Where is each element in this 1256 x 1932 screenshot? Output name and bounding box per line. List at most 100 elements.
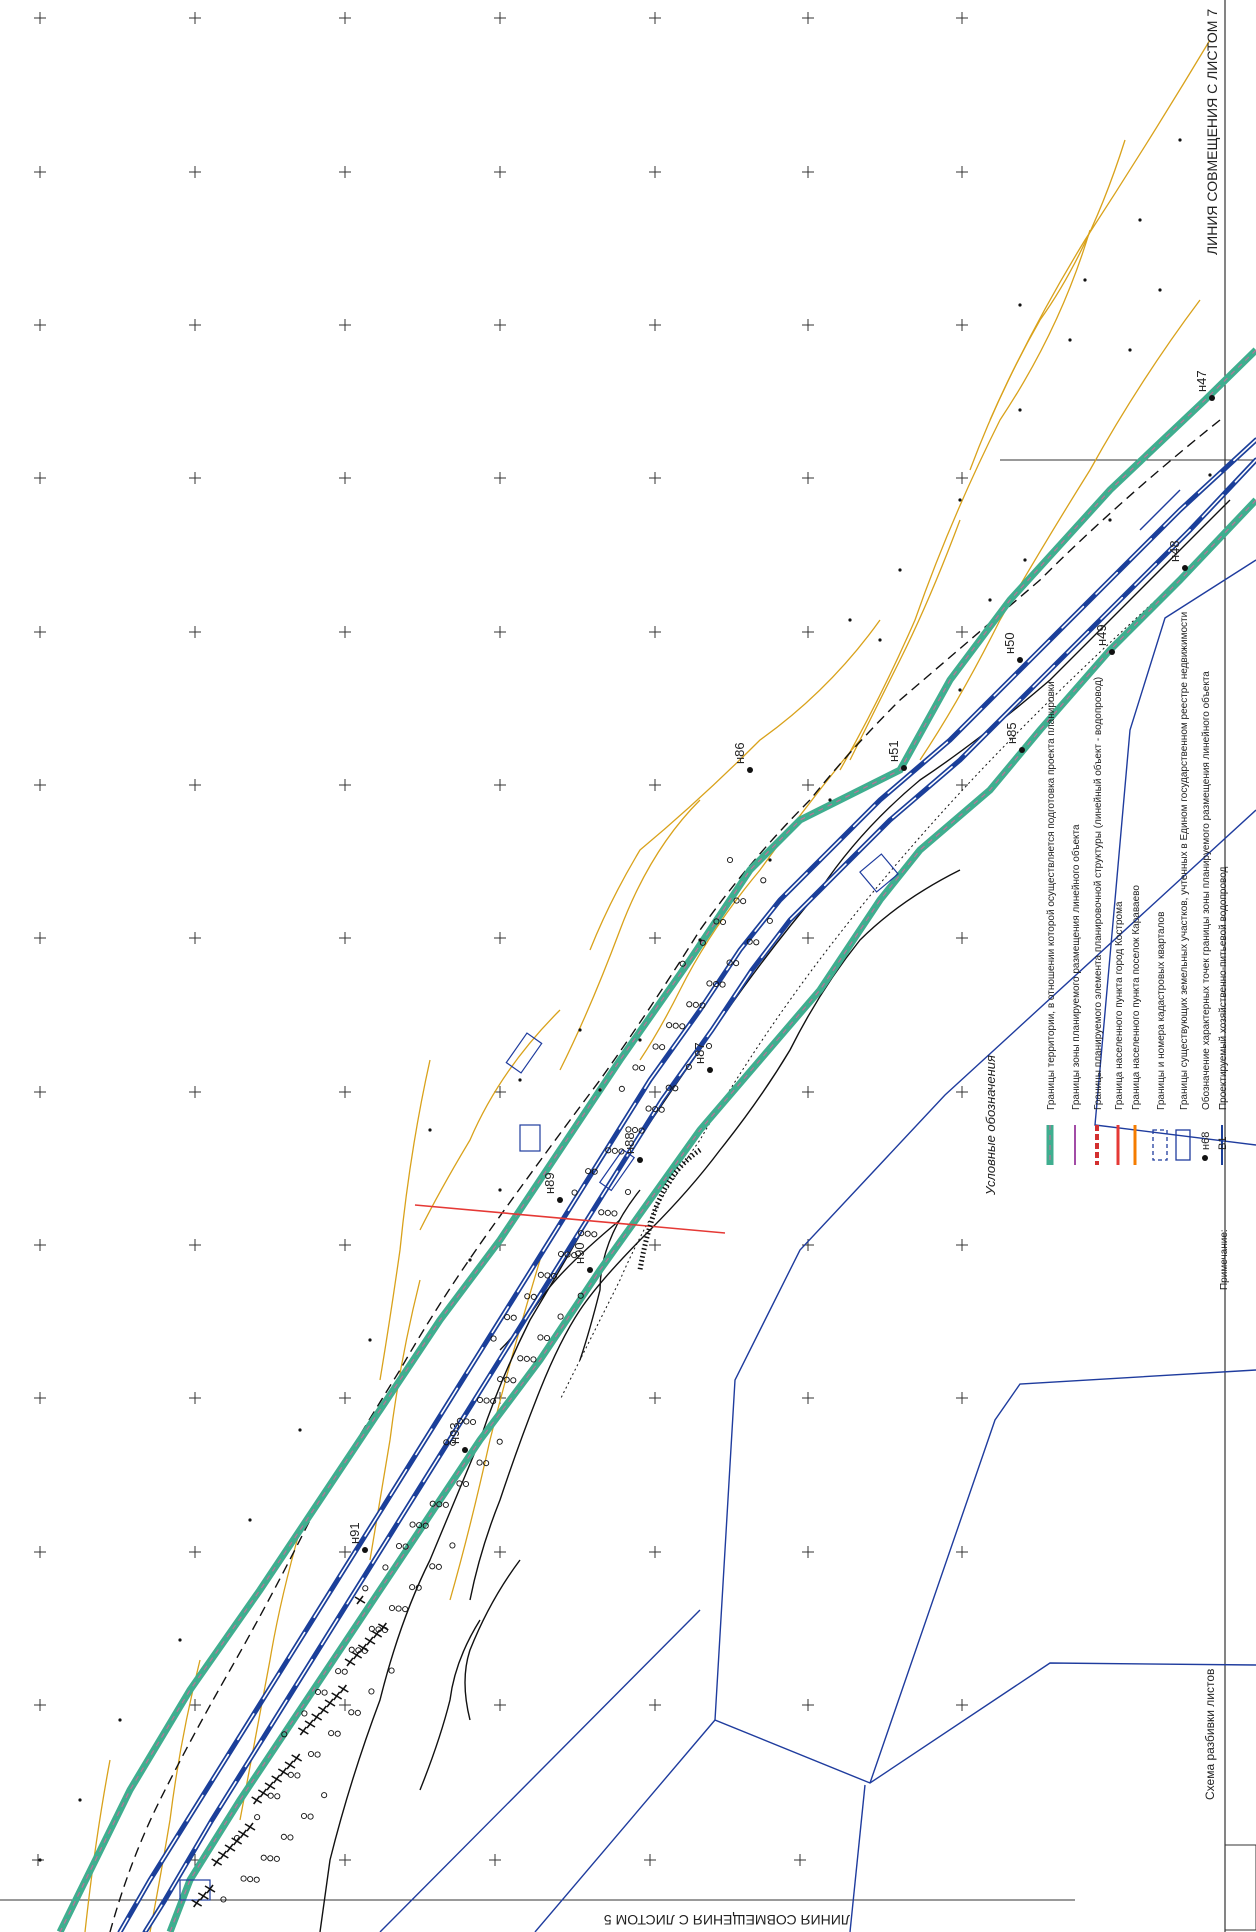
grid-cross [494, 12, 506, 24]
contour-15 [849, 519, 961, 761]
meadow-symbol [497, 1376, 504, 1383]
grid-cross [34, 1699, 46, 1711]
meadow-symbol [335, 1668, 342, 1675]
grid-cross [649, 472, 661, 484]
meadow-symbol [632, 1064, 639, 1071]
grid-cross [189, 319, 201, 331]
meadow-symbol [665, 1084, 672, 1091]
grid-cross [34, 166, 46, 178]
meadow-symbol [692, 1001, 699, 1008]
grid-cross [34, 1546, 46, 1558]
meadow-symbol [705, 1042, 713, 1050]
elevation-mark [1178, 138, 1182, 142]
elevation-mark [958, 688, 962, 692]
meadow-symbol [719, 981, 726, 988]
elevation-mark [518, 1078, 522, 1082]
legend-item-settlement-orange: Граница населенного пункта город Костром… [1114, 901, 1125, 1165]
elevation-mark [1138, 218, 1142, 222]
meadow-symbol [571, 1189, 578, 1196]
meadow-symbol [753, 939, 760, 946]
coordinate-grid [32, 12, 968, 1866]
grid-cross [189, 1546, 201, 1558]
meadow-symbol [247, 1876, 254, 1883]
elevation-mark [38, 1858, 42, 1862]
point-н88: н88 [622, 1132, 643, 1163]
grid-cross [494, 1086, 506, 1098]
meadow-symbol [564, 1251, 571, 1258]
shrub-symbol [237, 1829, 249, 1839]
meadow-symbol [618, 1085, 625, 1092]
grid-cross [494, 626, 506, 638]
point-н47: н47 [1194, 370, 1215, 401]
point-label: н50 [1002, 632, 1017, 654]
meadow-symbol [638, 1127, 645, 1134]
shrub-symbol [244, 1822, 256, 1832]
road-4 [464, 1559, 521, 1721]
shrub-symbol [277, 1767, 289, 1777]
shrub-symbol [211, 1857, 223, 1867]
point-label: н47 [1194, 370, 1209, 392]
meadow-symbol [611, 1210, 618, 1217]
grid-cross [494, 319, 506, 331]
point-н87: н87 [692, 1042, 713, 1073]
grid-cross [339, 1546, 351, 1558]
elevation-mark [78, 1798, 82, 1802]
meadow-symbol [557, 1313, 564, 1320]
point-н85: н85 [1004, 722, 1025, 753]
legend-item-text: Проектируемый хозяйственно-питьевой водо… [1218, 866, 1229, 1110]
small-parcels [179, 853, 899, 1901]
meadow-symbol [699, 939, 706, 946]
legend-item-boundary-teal: Границы территории, в отношении которой … [1046, 681, 1057, 1165]
meadow-symbol [605, 1147, 612, 1154]
grid-cross [802, 932, 814, 944]
grid-cross [339, 166, 351, 178]
water-pipeline [117, 437, 1256, 1932]
elevation-mark [118, 1718, 122, 1722]
grid-cross [494, 1546, 506, 1558]
point-label: н90 [572, 1242, 587, 1264]
dashed-edge [109, 419, 1221, 1932]
grid-cross [649, 1699, 661, 1711]
grid-cross [802, 626, 814, 638]
grid-cross [802, 12, 814, 24]
grid-cross [649, 779, 661, 791]
meadow-symbol [395, 1605, 402, 1612]
shrub-symbol [297, 1726, 309, 1736]
meadow-symbol [416, 1522, 423, 1529]
meadow-symbol [672, 1022, 679, 1029]
meadow-symbol [585, 1168, 592, 1175]
point-н51: н51 [886, 740, 907, 771]
point-н48: н48 [1167, 540, 1188, 571]
vegetation-symbols [191, 856, 773, 1908]
meadow-symbol [510, 1377, 517, 1384]
point-н49: н49 [1094, 624, 1115, 655]
elevation-mark [1023, 558, 1027, 562]
meadow-symbol [666, 1022, 673, 1029]
meadow-symbol [449, 1542, 456, 1549]
meadow-symbol [618, 1148, 625, 1155]
sheet-link-bottom: ЛИНИЯ СОВМЕЩЕНИЯ С ЛИСТОМ 5 [604, 1912, 850, 1928]
shrub-symbol [197, 1891, 209, 1901]
purple-zone-upper [59, 349, 1256, 1932]
grid-cross [34, 472, 46, 484]
grid-cross [189, 779, 201, 791]
parcel-boundaries [379, 489, 1256, 1932]
small-parcel-1 [859, 853, 899, 893]
grid-cross [956, 1699, 968, 1711]
grid-cross [802, 166, 814, 178]
meadow-symbol [746, 938, 753, 945]
shrub-symbol [191, 1898, 203, 1908]
point-label: н85 [1004, 722, 1019, 744]
grid-cross [34, 626, 46, 638]
meadow-symbol [341, 1668, 348, 1675]
elevation-mark [1158, 288, 1162, 292]
elevation-mark [428, 1128, 432, 1132]
grid-cross [34, 1239, 46, 1251]
contour-12 [149, 1659, 201, 1932]
shrub-symbol [304, 1719, 316, 1729]
grid-cross [956, 12, 968, 24]
elevation-mark [1018, 408, 1022, 412]
meadow-symbol [395, 1542, 403, 1550]
grid-cross [189, 1699, 201, 1711]
